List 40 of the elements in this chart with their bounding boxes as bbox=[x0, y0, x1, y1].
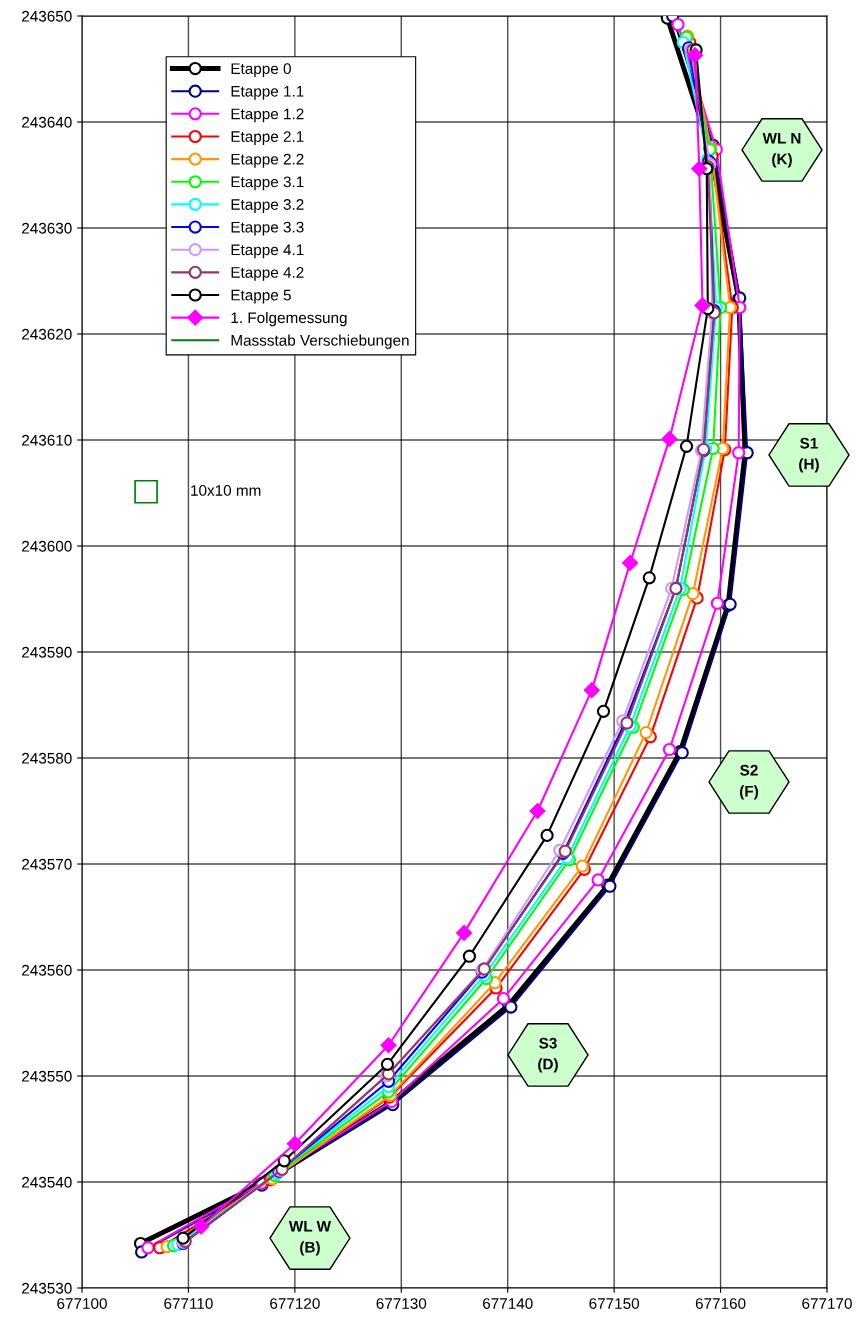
y-tick-label: 243560 bbox=[22, 964, 72, 976]
legend-label: Etappe 2.1 bbox=[231, 131, 304, 145]
legend-label: Etappe 5 bbox=[231, 289, 291, 304]
legend-label: Etappe 1.2 bbox=[231, 108, 304, 123]
legend-label: Etappe 3.3 bbox=[231, 221, 304, 236]
x-tick-label: 677150 bbox=[589, 1298, 640, 1309]
legend-label: Etappe 3.2 bbox=[231, 199, 304, 213]
x-tick-label: 677100 bbox=[57, 1298, 107, 1309]
y-tick-label: 243650 bbox=[22, 10, 72, 22]
annotation: S2 (F) bbox=[740, 764, 758, 800]
legend-label: Etappe 2.2 bbox=[231, 153, 304, 168]
annotation: WL W (B) bbox=[288, 1221, 332, 1256]
y-tick-label: 243580 bbox=[22, 752, 72, 764]
y-tick-label: 243590 bbox=[22, 646, 72, 658]
y-tick-label: 243530 bbox=[22, 1282, 72, 1294]
legend-label: Etappe 4.2 bbox=[231, 267, 304, 281]
y-tick-label: 243640 bbox=[22, 116, 72, 128]
legend-label: Etappe 0 bbox=[231, 63, 291, 78]
x-tick-label: 677110 bbox=[164, 1298, 213, 1309]
annotation: WL N (K) bbox=[762, 132, 801, 168]
y-tick-label: 243620 bbox=[22, 328, 72, 340]
annotation: S3 (D) bbox=[538, 1037, 558, 1073]
x-tick-label: 677160 bbox=[695, 1298, 746, 1309]
x-tick-label: 677170 bbox=[802, 1298, 852, 1309]
x-tick-label: 677130 bbox=[376, 1298, 427, 1309]
y-tick-label: 243600 bbox=[22, 540, 72, 552]
y-tick-label: 243550 bbox=[22, 1070, 72, 1082]
legend-label: Massstab Verschiebungen bbox=[231, 334, 409, 349]
x-tick-label: 677140 bbox=[483, 1298, 533, 1309]
annotation: S1 (H) bbox=[799, 437, 819, 473]
legend-label: Etappe 4.1 bbox=[231, 244, 304, 259]
legend-label: 1. Folgemessung bbox=[231, 311, 347, 327]
annotation: 10x10 mm bbox=[191, 485, 261, 496]
y-tick-label: 243540 bbox=[22, 1176, 72, 1188]
legend-label: Etappe 3.1 bbox=[231, 176, 304, 191]
y-tick-label: 243570 bbox=[22, 858, 72, 870]
x-tick-label: 677120 bbox=[270, 1298, 320, 1309]
legend-label: Etappe 1.1 bbox=[231, 86, 304, 100]
y-tick-label: 243610 bbox=[22, 434, 72, 446]
y-tick-label: 243630 bbox=[22, 222, 72, 234]
